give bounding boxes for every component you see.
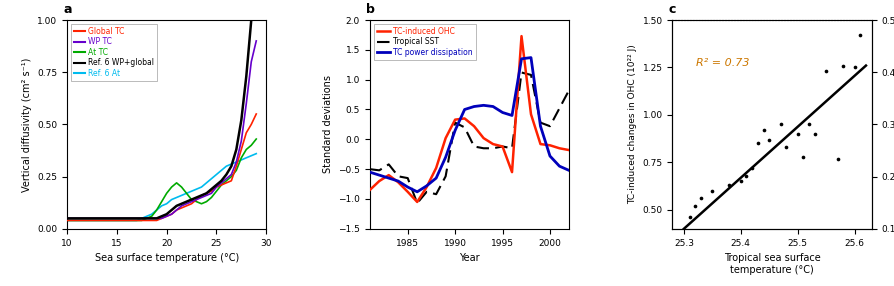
Point	[848, 65, 862, 70]
Legend: TC-induced OHC, Tropical SST, TC power dissipation: TC-induced OHC, Tropical SST, TC power d…	[374, 24, 477, 60]
Point	[756, 128, 771, 132]
Point	[819, 69, 833, 74]
Y-axis label: Vertical diffusivity (cm² s⁻¹): Vertical diffusivity (cm² s⁻¹)	[21, 57, 31, 192]
Legend: Global TC, WP TC, At TC, Ref. 6 WP+global, Ref. 6 At: Global TC, WP TC, At TC, Ref. 6 WP+globa…	[71, 24, 157, 81]
Point	[797, 154, 811, 159]
Point	[751, 141, 765, 146]
Text: a: a	[63, 3, 72, 16]
Point	[739, 173, 754, 178]
X-axis label: Year: Year	[459, 253, 480, 263]
X-axis label: Sea surface temperature (°C): Sea surface temperature (°C)	[95, 253, 239, 263]
Y-axis label: TC-induced changes in OHC (10²² J): TC-induced changes in OHC (10²² J)	[628, 45, 637, 204]
Y-axis label: Standard deviations: Standard deviations	[323, 76, 333, 173]
Point	[831, 156, 845, 161]
Point	[734, 179, 748, 184]
Point	[688, 204, 703, 208]
Point	[853, 33, 867, 37]
Point	[836, 63, 850, 68]
Point	[722, 183, 737, 187]
Point	[694, 196, 708, 201]
Point	[802, 122, 816, 127]
Point	[773, 122, 788, 127]
Point	[807, 132, 822, 136]
Point	[682, 215, 696, 220]
Text: R² = 0.73: R² = 0.73	[696, 57, 750, 67]
Text: b: b	[366, 3, 375, 16]
Text: c: c	[669, 3, 676, 16]
Point	[762, 137, 776, 142]
Point	[780, 145, 794, 150]
Point	[790, 132, 805, 136]
Point	[745, 166, 759, 170]
Point	[705, 188, 720, 193]
X-axis label: Tropical sea surface
temperature (°C): Tropical sea surface temperature (°C)	[724, 253, 821, 275]
